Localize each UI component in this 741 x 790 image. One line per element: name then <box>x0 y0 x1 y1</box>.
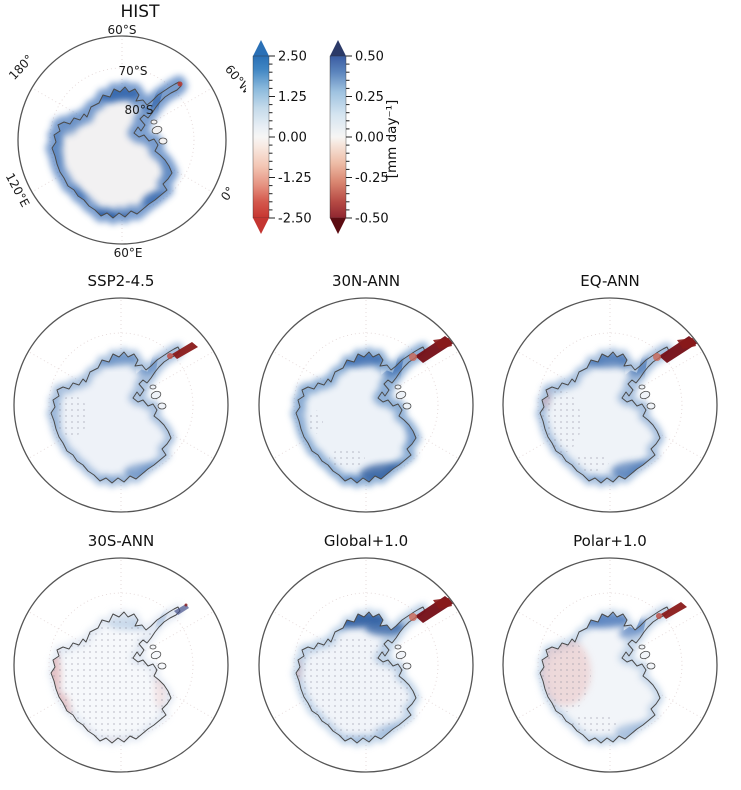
polar10-map <box>499 554 721 776</box>
lon-label-180: 180° <box>6 52 36 83</box>
hist-map: 60°S 70°S 80°S 180° 120°E 60°E 0° 60°W <box>2 22 246 262</box>
lon-label-60w: 60°W <box>222 62 246 96</box>
colorbar-tick-label: 1.25 <box>278 90 307 105</box>
panel-title-30n-ann: 30N-ANN <box>331 272 401 290</box>
eq-ann-map <box>499 294 721 516</box>
colorbar-tick-label: -0.50 <box>355 212 389 227</box>
panel-polar10: Polar+1.0 <box>499 528 721 776</box>
colorbar-left-svg: 2.50 1.25 0.00 -1.25 -2.50 <box>252 40 312 234</box>
panel-30n-ann: 30N-ANN <box>255 268 477 516</box>
colorbar-tick-label: -2.50 <box>278 212 312 227</box>
colorbar-tick-label: 0.50 <box>355 50 384 65</box>
lat-label-60s: 60°S <box>108 23 137 37</box>
ssp245-map-svg <box>13 297 229 513</box>
panel-title-30s-ann: 30S-ANN <box>87 532 155 550</box>
lon-label-0: 0° <box>218 184 237 203</box>
eq-map-svg <box>502 297 718 513</box>
n30-map-svg <box>258 297 474 513</box>
ssp245-map <box>10 294 232 516</box>
lon-label-60e: 60°E <box>114 246 143 260</box>
30s-ann-map <box>10 554 232 776</box>
colorbar-tick-label: 2.50 <box>278 50 307 65</box>
global1-map-svg <box>258 557 474 773</box>
panel-title-hist: HIST <box>120 2 160 22</box>
global10-map <box>255 554 477 776</box>
lat-label-70s: 70°S <box>119 64 148 78</box>
panel-30s-ann: 30S-ANN <box>10 528 232 776</box>
colorbar-small-scale: 0.50 0.25 0.00 -0.25 -0.50 <box>322 34 398 246</box>
colorbar-right-svg: 0.50 0.25 0.00 -0.25 -0.50 <box>329 40 389 234</box>
colorbar-tick-label: 0.00 <box>278 131 307 146</box>
30n-ann-map <box>255 294 477 516</box>
panel-title-global10: Global+1.0 <box>323 532 409 550</box>
panel-global10: Global+1.0 <box>255 528 477 776</box>
s30-map-svg <box>13 557 229 773</box>
panel-title-eq-ann: EQ-ANN <box>580 272 640 290</box>
polar1-map-svg <box>502 557 718 773</box>
lat-label-80s: 80°S <box>125 103 154 117</box>
colorbar-large-scale: 2.50 1.25 0.00 -1.25 -2.50 <box>245 34 321 246</box>
colorbar-tick-label: -0.25 <box>355 171 389 186</box>
colorbar-unit-label: [mm day⁻¹] <box>384 99 400 179</box>
panel-eq-ann: EQ-ANN <box>499 268 721 516</box>
panel-ssp245: SSP2-4.5 <box>10 268 232 516</box>
panel-title-ssp245: SSP2-4.5 <box>87 272 155 290</box>
colorbar-tick-label: 0.25 <box>355 90 384 105</box>
panel-title-polar10: Polar+1.0 <box>573 532 647 550</box>
colorbar-tick-label: -1.25 <box>278 171 312 186</box>
colorbar-tick-label: 0.00 <box>355 131 384 146</box>
